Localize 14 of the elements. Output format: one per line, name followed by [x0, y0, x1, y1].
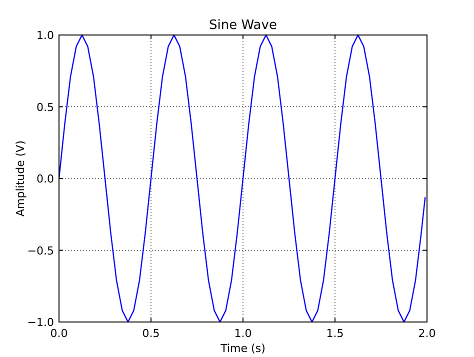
y-axis-title: Amplitude (V): [14, 140, 27, 216]
x-tick-label: 2.0: [418, 327, 436, 340]
x-tick-label: 0.0: [50, 327, 68, 340]
x-axis-title: Time (s): [220, 342, 266, 355]
y-tick-label: 0.5: [36, 100, 54, 114]
x-tick-label: 1.0: [234, 327, 252, 340]
line-series: [58, 34, 426, 323]
chart-title: Sine Wave: [209, 18, 277, 33]
y-tick-label: −0.5: [27, 244, 54, 258]
y-tick-label: 0.0: [36, 172, 54, 186]
x-tick-label: 0.5: [142, 327, 160, 340]
x-tick-label: 1.5: [326, 327, 344, 340]
y-tick-label: −1.0: [27, 316, 54, 329]
y-tick-label: 1.0: [36, 29, 54, 42]
